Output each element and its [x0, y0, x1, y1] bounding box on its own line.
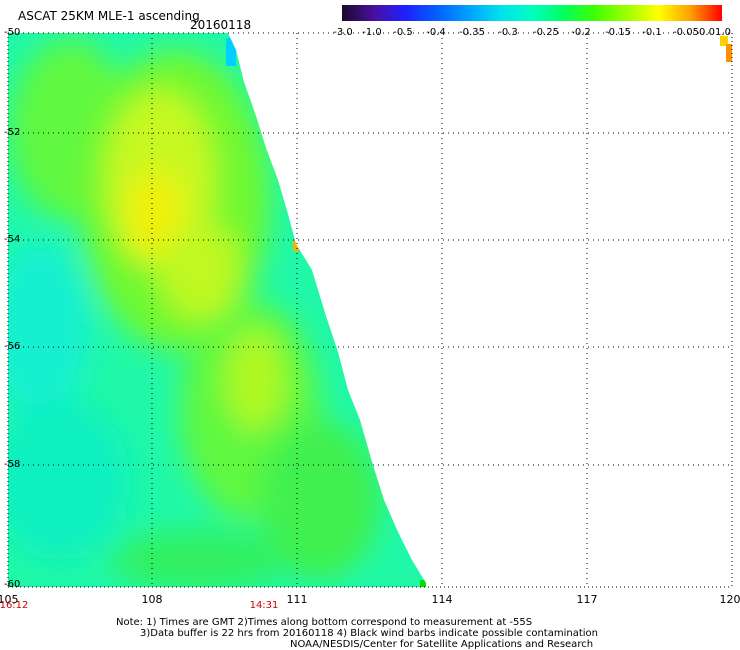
green-edge-pixel: [420, 580, 426, 587]
corner-pixel: [720, 36, 728, 46]
color-scale-gradient: [342, 5, 722, 21]
hotspot-pixel: [293, 241, 301, 251]
note-line-2: 3)Data buffer is 22 hrs from 20160118 4)…: [140, 628, 598, 639]
grid-lines: [8, 32, 732, 587]
cyan-edge-pixel: [226, 38, 236, 66]
corner-pixel: [726, 44, 732, 62]
lat-label: -50: [4, 27, 21, 38]
note-line-1: Note: 1) Times are GMT 2)Times along bot…: [116, 617, 533, 628]
lat-label: -58: [4, 459, 21, 470]
color-scale-bar: [342, 5, 722, 21]
scale-label: -0.25: [533, 27, 559, 38]
lat-label: -60: [4, 579, 21, 590]
scale-label: -0.2: [571, 27, 591, 38]
scale-label: -1.0: [362, 27, 382, 38]
lat-label: -52: [4, 127, 21, 138]
time-label: 16:12: [0, 600, 29, 611]
map-date: 20160118: [190, 18, 252, 32]
scale-label: -0.4: [426, 27, 446, 38]
lon-label: 111: [286, 593, 308, 606]
scale-label: -0.05: [673, 27, 699, 38]
lon-label: 114: [431, 593, 453, 606]
scale-label: -0.35: [459, 27, 485, 38]
lon-label: 120: [719, 593, 740, 606]
scale-label: 0.0: [699, 27, 715, 38]
lon-label: 105: [0, 593, 19, 606]
scale-label: -0.1: [642, 27, 662, 38]
swath-field: [8, 33, 426, 587]
note-line-3: NOAA/NESDIS/Center for Satellite Applica…: [290, 639, 594, 650]
lon-label: 117: [576, 593, 598, 606]
time-label: 14:31: [249, 600, 279, 611]
map-title: ASCAT 25KM MLE-1 ascending: [18, 9, 200, 23]
lon-label: 108: [141, 593, 163, 606]
map-frame: [7, 33, 733, 588]
lat-label: -56: [4, 341, 21, 352]
lat-label: -54: [4, 234, 21, 245]
